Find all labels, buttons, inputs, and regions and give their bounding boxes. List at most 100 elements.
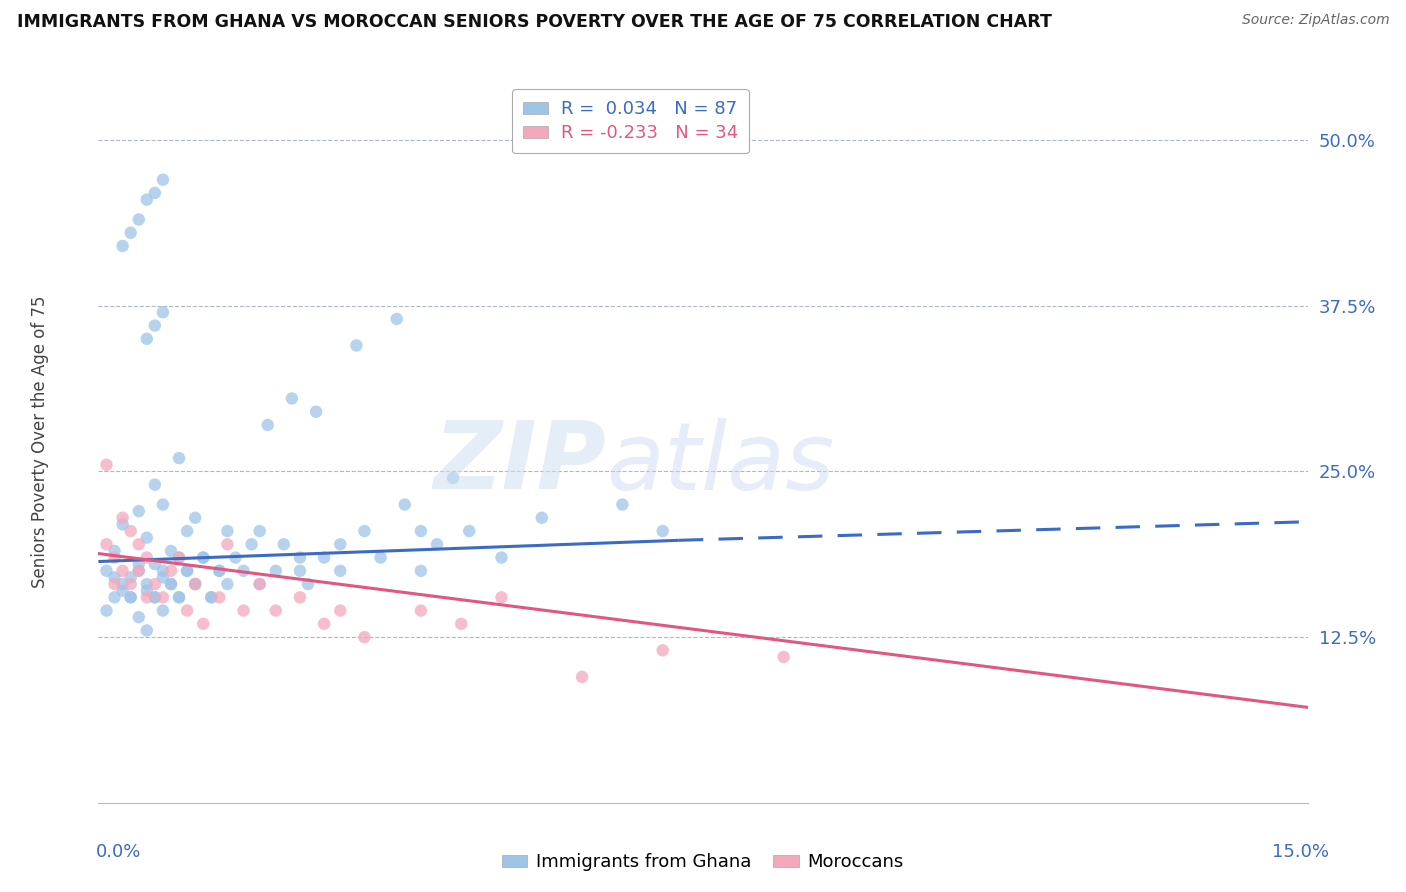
Point [111,239,134,253]
Point [264,564,287,578]
Point [184,577,207,591]
Point [103,550,125,565]
Point [143,577,166,591]
Point [176,564,198,578]
Point [329,537,352,551]
Point [103,591,125,605]
Point [530,510,553,524]
Point [772,650,794,665]
Point [491,550,513,565]
Point [651,524,673,538]
Text: 15.0%: 15.0% [1271,843,1329,861]
Point [135,591,157,605]
Point [426,537,449,551]
Point [167,550,190,565]
Point [143,591,166,605]
Point [103,544,125,558]
Point [409,564,432,578]
Text: Source: ZipAtlas.com: Source: ZipAtlas.com [1241,13,1389,28]
Point [167,591,190,605]
Point [135,332,157,346]
Text: 0.0%: 0.0% [96,843,141,861]
Point [184,577,207,591]
Point [160,544,183,558]
Point [120,591,142,605]
Text: Seniors Poverty Over the Age of 75: Seniors Poverty Over the Age of 75 [31,295,49,588]
Point [612,498,634,512]
Point [200,591,222,605]
Point [217,537,239,551]
Point [135,550,157,565]
Point [288,564,311,578]
Point [249,524,271,538]
Point [135,531,157,545]
Point [208,564,231,578]
Point [344,338,367,352]
Legend: Immigrants from Ghana, Moroccans: Immigrants from Ghana, Moroccans [495,847,911,879]
Text: atlas: atlas [606,417,835,508]
Point [167,550,190,565]
Point [120,591,142,605]
Point [152,305,174,319]
Point [208,591,231,605]
Point [256,417,278,432]
Point [152,564,174,578]
Point [128,557,150,571]
Point [297,577,319,591]
Point [176,603,198,617]
Point [120,524,142,538]
Point [160,577,183,591]
Point [152,603,174,617]
Point [329,603,352,617]
Point [232,603,254,617]
Point [160,577,183,591]
Point [249,577,271,591]
Point [314,616,336,631]
Point [152,591,174,605]
Point [264,603,287,617]
Point [281,392,304,406]
Point [103,570,125,584]
Point [409,524,432,538]
Point [167,591,190,605]
Point [135,577,157,591]
Point [128,212,150,227]
Point [96,458,118,472]
Point [120,577,142,591]
Point [143,557,166,571]
Point [176,524,198,538]
Point [160,564,183,578]
Point [491,591,513,605]
Point [193,550,215,565]
Point [128,610,150,624]
Point [143,318,166,333]
Point [143,186,166,200]
Point [120,226,142,240]
Point [128,537,150,551]
Point [120,570,142,584]
Point [152,498,174,512]
Point [111,510,134,524]
Point [217,577,239,591]
Point [96,603,118,617]
Point [167,451,190,466]
Point [409,603,432,617]
Point [353,630,375,644]
Point [651,643,673,657]
Point [128,504,150,518]
Point [111,517,134,532]
Point [152,172,174,186]
Point [200,591,222,605]
Text: IMMIGRANTS FROM GHANA VS MOROCCAN SENIORS POVERTY OVER THE AGE OF 75 CORRELATION: IMMIGRANTS FROM GHANA VS MOROCCAN SENIOR… [17,13,1052,31]
Point [135,624,157,638]
Point [571,670,593,684]
Point [305,405,328,419]
Text: ZIP: ZIP [433,417,606,509]
Point [314,550,336,565]
Point [353,524,375,538]
Point [370,550,392,565]
Point [232,564,254,578]
Point [96,564,118,578]
Point [329,564,352,578]
Point [111,564,134,578]
